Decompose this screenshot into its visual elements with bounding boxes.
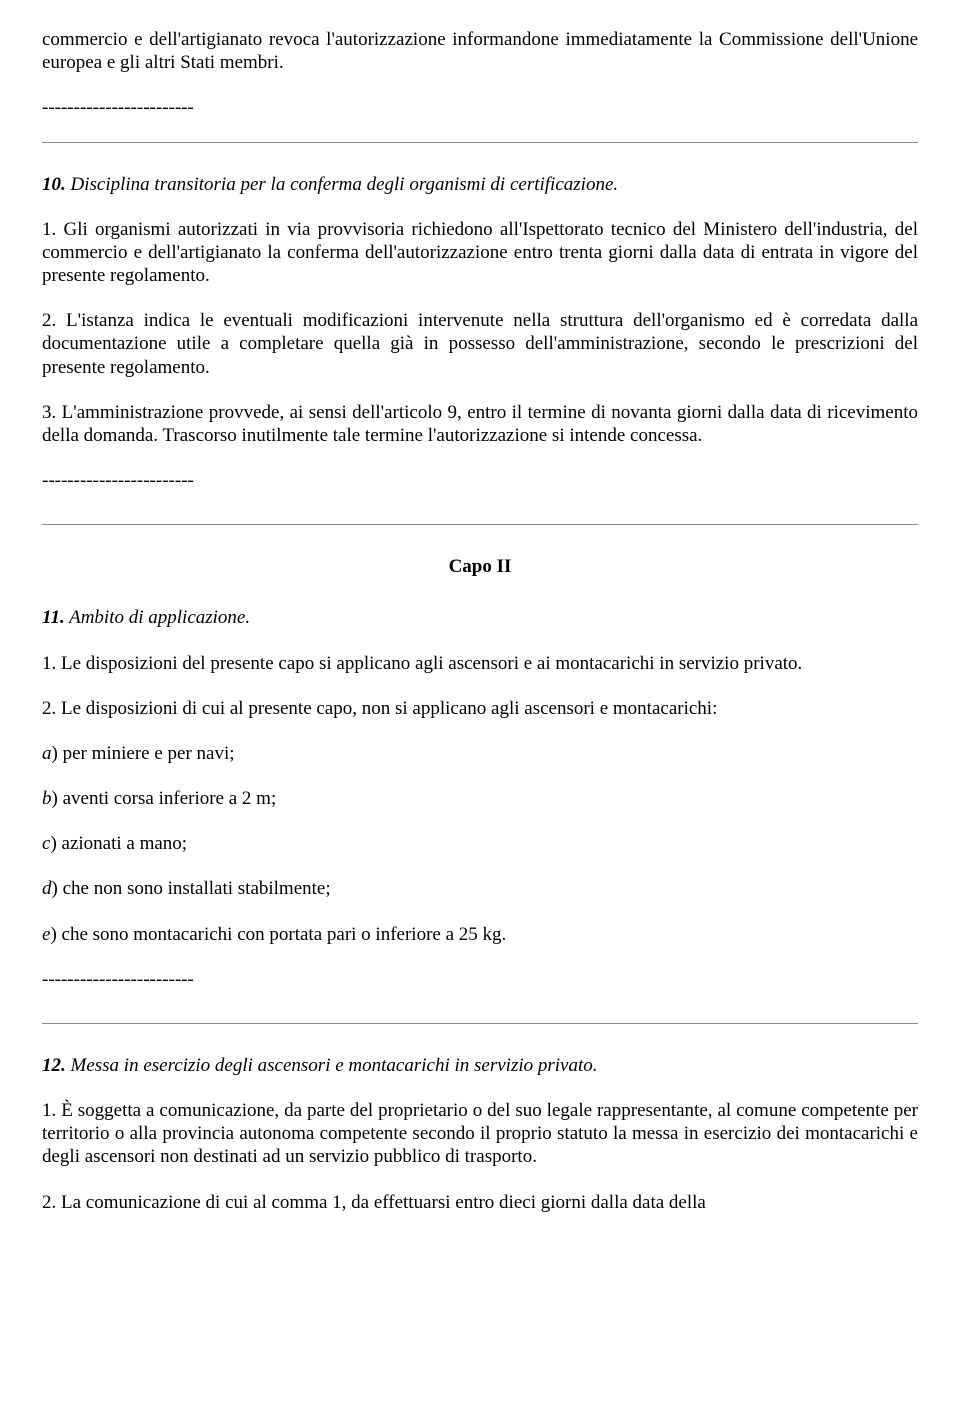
list-text-d: ) che non sono installati stabilmente; <box>52 878 331 899</box>
horizontal-rule <box>42 1023 918 1024</box>
article-11-item-c: c) azionati a mano; <box>42 832 918 855</box>
list-letter-b: b <box>42 788 52 809</box>
article-10-title: Disciplina transitoria per la conferma d… <box>66 174 618 195</box>
article-12-para-1: 1. È soggetta a comunicazione, da parte … <box>42 1099 918 1169</box>
article-10-para-3: 3. L'amministrazione provvede, ai sensi … <box>42 401 918 447</box>
article-12-para-2: 2. La comunicazione di cui al comma 1, d… <box>42 1191 918 1214</box>
article-11-item-b: b) aventi corsa inferiore a 2 m; <box>42 787 918 810</box>
article-11-number: 11. <box>42 607 65 628</box>
article-10-number: 10. <box>42 174 66 195</box>
list-letter-a: a <box>42 743 52 764</box>
horizontal-rule <box>42 142 918 143</box>
separator-dashes: ------------------------ <box>42 469 918 492</box>
paragraph-intro: commercio e dell'artigianato revoca l'au… <box>42 28 918 74</box>
separator-dashes: ------------------------ <box>42 968 918 991</box>
article-12-heading: 12. Messa in esercizio degli ascensori e… <box>42 1054 918 1077</box>
article-11-heading: 11. Ambito di applicazione. <box>42 606 918 629</box>
list-text-b: ) aventi corsa inferiore a 2 m; <box>52 788 277 809</box>
capo-heading: Capo II <box>42 555 918 578</box>
article-11-title: Ambito di applicazione. <box>65 607 250 628</box>
article-10-heading: 10. Disciplina transitoria per la confer… <box>42 173 918 196</box>
article-11-item-d: d) che non sono installati stabilmente; <box>42 877 918 900</box>
article-11-para-1: 1. Le disposizioni del presente capo si … <box>42 652 918 675</box>
article-10-para-2: 2. L'istanza indica le eventuali modific… <box>42 309 918 379</box>
document-page: commercio e dell'artigianato revoca l'au… <box>0 0 960 1242</box>
list-text-e: ) che sono montacarichi con portata pari… <box>50 924 506 945</box>
list-text-a: ) per miniere e per navi; <box>52 743 235 764</box>
horizontal-rule <box>42 524 918 525</box>
article-12-title: Messa in esercizio degli ascensori e mon… <box>66 1055 598 1076</box>
article-11-para-2: 2. Le disposizioni di cui al presente ca… <box>42 697 918 720</box>
article-10-para-1: 1. Gli organismi autorizzati in via prov… <box>42 218 918 288</box>
list-letter-d: d <box>42 878 52 899</box>
list-text-c: ) azionati a mano; <box>50 833 187 854</box>
separator-dashes: ------------------------ <box>42 96 918 119</box>
article-12-number: 12. <box>42 1055 66 1076</box>
article-11-item-a: a) per miniere e per navi; <box>42 742 918 765</box>
article-11-item-e: e) che sono montacarichi con portata par… <box>42 923 918 946</box>
